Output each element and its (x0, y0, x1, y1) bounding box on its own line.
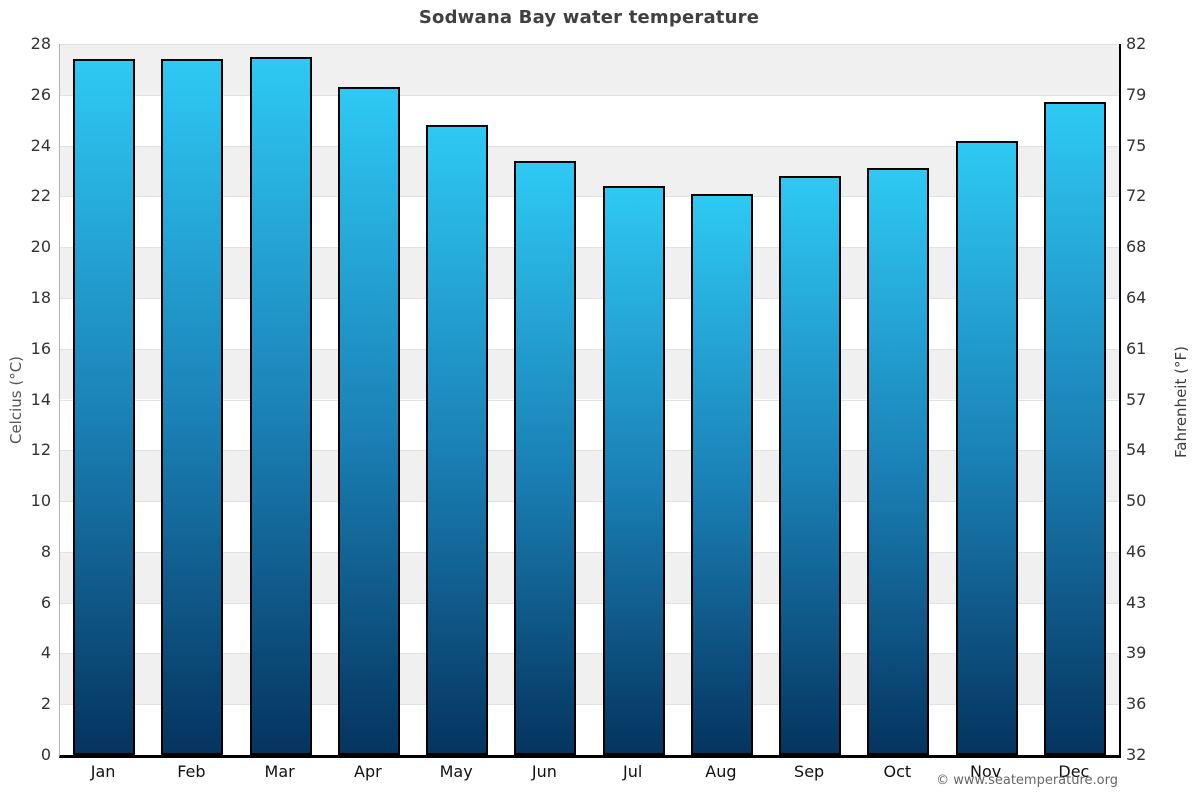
y-tick-celsius-24: 24 (30, 135, 51, 155)
y-tick-celsius-28: 28 (30, 34, 51, 53)
gridline (60, 551, 1119, 553)
y-tick-celsius-12: 12 (30, 440, 51, 460)
x-label-jul: Jul (622, 762, 643, 781)
x-axis-labels: Jan Feb Mar Apr May Jun Jul Aug Sep Oct Nov Dec (59, 762, 1118, 781)
x-label-dec: Dec (1058, 762, 1090, 781)
gridline (60, 196, 1119, 198)
y-tick-celsius-6: 6 (40, 592, 51, 612)
plot-band (60, 704, 1119, 755)
x-label-sep: Sep (794, 762, 825, 781)
bar-apr[interactable] (337, 87, 400, 755)
gridline (60, 501, 1119, 503)
bar-aug[interactable] (690, 193, 753, 755)
gridline (60, 653, 1119, 655)
y-tick-celsius-14: 14 (30, 389, 51, 409)
y-axis-title-celsius: Celcius (°C) (7, 355, 25, 445)
y-tick-celsius-18: 18 (30, 287, 51, 307)
y-tick-celsius-8: 8 (40, 541, 51, 561)
x-label-apr: Apr (354, 762, 382, 781)
x-label-aug: Aug (705, 762, 737, 781)
y-tick-fahrenheit-39: 39 (1126, 643, 1147, 663)
plot-band (60, 551, 1119, 603)
plot-band (60, 247, 1119, 298)
plot-band (60, 44, 1119, 95)
gridline (60, 450, 1119, 452)
plot-band (60, 348, 1119, 400)
x-label-jun: Jun (531, 762, 557, 781)
x-label-oct: Oct (883, 762, 912, 781)
x-label-nov: Nov (970, 762, 1002, 781)
plot-band (60, 399, 1119, 451)
y-tick-fahrenheit-57: 57 (1126, 389, 1147, 409)
y-tick-fahrenheit-54: 54 (1126, 440, 1147, 460)
y-tick-celsius-4: 4 (40, 643, 51, 663)
bar-jun[interactable] (514, 160, 577, 755)
x-label-feb: Feb (177, 762, 206, 781)
y-tick-celsius-0: 0 (40, 745, 51, 764)
gridline (60, 247, 1119, 249)
plot-area (59, 44, 1121, 758)
gridline (60, 94, 1119, 96)
bar-feb[interactable] (161, 59, 224, 755)
y-tick-fahrenheit-46: 46 (1126, 541, 1147, 561)
y-tick-fahrenheit-43: 43 (1126, 592, 1147, 612)
gridline (60, 348, 1119, 350)
bar-nov[interactable] (955, 140, 1018, 755)
x-label-may: May (439, 762, 473, 781)
y-tick-fahrenheit-50: 50 (1126, 491, 1147, 511)
y-tick-fahrenheit-75: 75 (1126, 135, 1147, 155)
gridline (60, 44, 1119, 45)
y-tick-fahrenheit-72: 72 (1126, 186, 1147, 206)
plot-band (60, 297, 1119, 349)
plot-band (60, 196, 1119, 248)
gridline (60, 297, 1119, 299)
gridline (60, 399, 1119, 401)
plot-band (60, 501, 1119, 552)
bar-mar[interactable] (249, 56, 312, 755)
chart-title: Sodwana Bay water temperature (418, 7, 760, 28)
x-label-mar: Mar (264, 762, 295, 781)
copyright-text: © www.seatemperature.org (936, 773, 1118, 788)
y-axis-title-fahrenheit: Fahrenheit (°F) (1172, 346, 1190, 458)
bar-sep[interactable] (779, 176, 842, 755)
gridline (60, 602, 1119, 604)
plot-band (60, 602, 1119, 654)
gridline (60, 145, 1119, 147)
y-tick-fahrenheit-64: 64 (1126, 287, 1147, 307)
bar-jan[interactable] (73, 59, 136, 755)
bar-oct[interactable] (867, 168, 930, 755)
plot-band (60, 145, 1119, 197)
bar-jul[interactable] (602, 186, 665, 755)
plot-band (60, 94, 1119, 146)
y-tick-celsius-26: 26 (30, 84, 51, 104)
x-label-jan: Jan (90, 762, 116, 781)
y-tick-celsius-22: 22 (30, 186, 51, 206)
y-tick-fahrenheit-32: 32 (1126, 745, 1147, 764)
bar-may[interactable] (426, 125, 489, 755)
y-tick-celsius-20: 20 (30, 237, 51, 257)
y-tick-celsius-16: 16 (30, 338, 51, 358)
y-tick-fahrenheit-79: 79 (1126, 84, 1147, 104)
y-tick-fahrenheit-82: 82 (1126, 34, 1147, 53)
y-tick-celsius-10: 10 (30, 491, 51, 511)
plot-band (60, 450, 1119, 502)
y-tick-celsius-2: 2 (40, 694, 51, 714)
y-tick-fahrenheit-61: 61 (1126, 338, 1147, 358)
y-tick-fahrenheit-68: 68 (1126, 237, 1147, 257)
bar-dec[interactable] (1043, 102, 1106, 755)
plot-band (60, 653, 1119, 705)
gridline (60, 704, 1119, 706)
y-tick-fahrenheit-36: 36 (1126, 694, 1147, 714)
